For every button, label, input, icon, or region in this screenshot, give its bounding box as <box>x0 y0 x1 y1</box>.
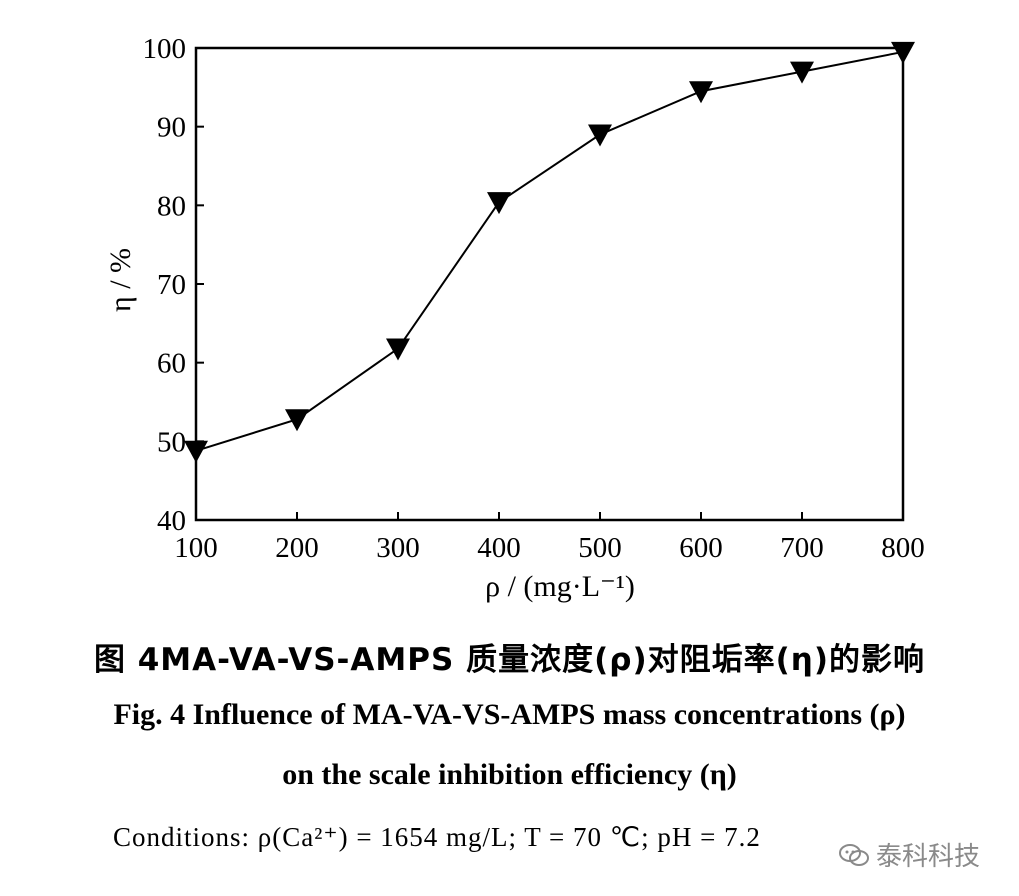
y-tick-label: 80 <box>157 190 186 222</box>
y-tick-label: 40 <box>157 505 186 537</box>
y-tick-label: 100 <box>143 33 187 65</box>
data-point-marker <box>487 192 511 215</box>
y-tick-label: 70 <box>157 269 186 301</box>
x-tick-label: 400 <box>477 532 521 564</box>
data-point-marker <box>386 338 410 361</box>
line-chart: 100 200 300 400 500 600 700 800 40 50 60 70 80 90100 … <box>104 33 925 603</box>
x-tick-label: 500 <box>578 532 622 564</box>
series-polyline <box>195 50 904 452</box>
axis-ticks: 100 200 300 400 500 600 700 800 40 50 60 70 80 90 100 <box>143 33 925 564</box>
x-tick-label: 200 <box>275 532 319 564</box>
figure-caption-english-line2: on the scale inhibition efficiency (η) <box>282 758 737 791</box>
figure-caption-english-line1: Fig. 4 Influence of MA-VA-VS-AMPS mass c… <box>113 698 906 731</box>
watermark: 泰科科技 <box>838 836 980 873</box>
data-point-marker <box>790 61 814 84</box>
y-tick-label: 60 <box>157 348 186 380</box>
data-point-marker <box>285 409 309 432</box>
series-line <box>195 50 904 452</box>
wechat-icon <box>838 842 870 868</box>
x-tick-label: 300 <box>376 532 420 564</box>
plot-area-border <box>194 46 905 522</box>
figure-caption-chinese: 图 4MA-VA-VS-AMPS 质量浓度(ρ)对阻垢率(η)的影响 <box>93 642 926 678</box>
y-tick-label: 90 <box>157 112 186 144</box>
y-axis-title: η / % <box>104 248 137 312</box>
watermark-text: 泰科科技 <box>876 842 981 872</box>
x-tick-label: 600 <box>679 532 723 564</box>
data-point-marker <box>891 41 915 64</box>
series-markers <box>184 41 915 463</box>
experimental-conditions: Conditions: ρ(Ca²⁺) = 1654 mg/L; T = 70 … <box>113 822 761 852</box>
plot-frame <box>194 46 905 522</box>
data-point-marker <box>184 440 208 463</box>
x-axis-title: ρ / (mg·L⁻¹) <box>485 570 635 603</box>
data-point-marker <box>689 81 713 104</box>
x-tick-label: 800 <box>881 532 925 564</box>
x-tick-label: 100 <box>174 532 218 564</box>
y-tick-label: 50 <box>157 426 186 458</box>
data-point-marker <box>588 124 612 147</box>
x-tick-label: 700 <box>780 532 824 564</box>
